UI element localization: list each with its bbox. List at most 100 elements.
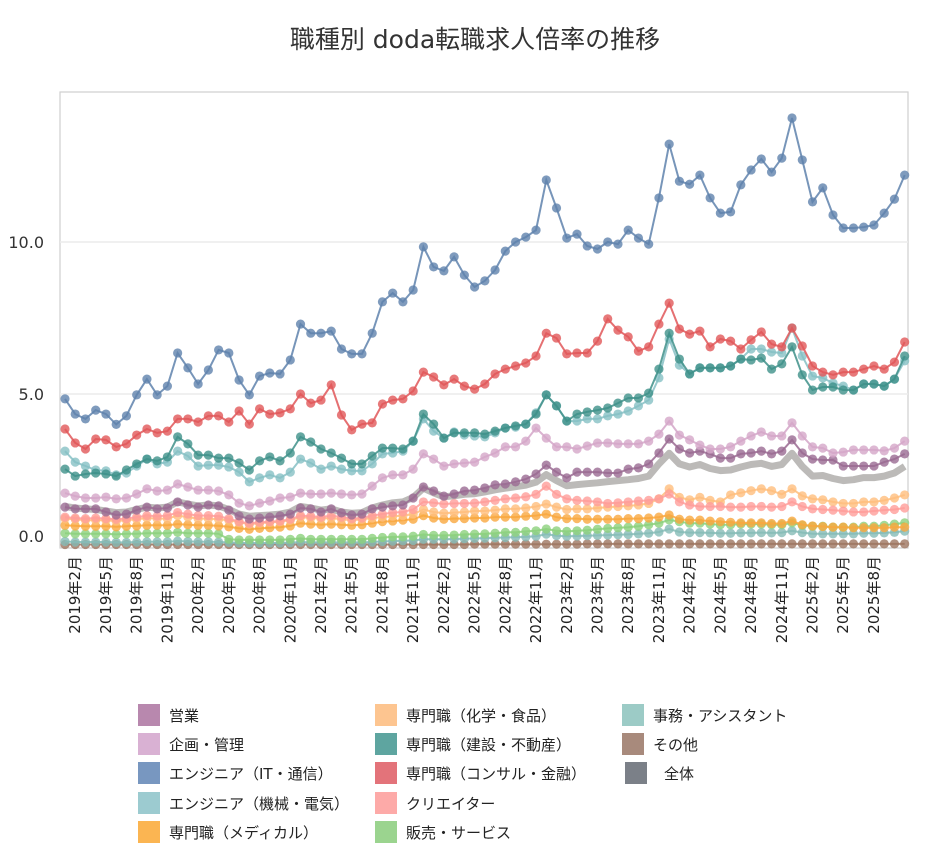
data-point [603,523,613,533]
data-point [490,265,500,275]
data-point [203,520,213,530]
data-point [439,433,449,443]
data-point [285,509,295,519]
legend-item[interactable]: 専門職（化学・食品） [375,703,556,727]
data-point [869,461,879,471]
legend-item[interactable]: 販売・サービス [375,820,511,844]
data-point [80,493,91,503]
legend-item[interactable]: エンジニア（IT・通信） [138,761,333,785]
legend-item[interactable]: 専門職（建設・不動産） [375,732,571,756]
x-tick-label: 2023年5月 [588,556,606,634]
data-point [480,529,490,539]
legend-item[interactable]: 営業 [138,703,199,727]
data-point [633,521,644,531]
data-point [756,518,766,528]
legend-item[interactable]: 専門職（メディカル） [138,820,318,844]
data-point [521,511,531,521]
data-point [418,449,428,459]
data-point [551,203,562,213]
data-point [244,419,254,429]
data-point [674,539,685,549]
data-point [541,328,551,338]
data-point [306,504,316,514]
data-point [408,504,418,515]
data-point [695,515,705,525]
data-point [398,394,408,404]
data-point [664,539,674,549]
legend-item[interactable]: クリエイター [375,791,495,815]
data-point [429,372,439,382]
legend-item[interactable]: 事務・アシスタント [622,703,787,727]
data-point [316,489,326,499]
data-point [459,381,469,391]
data-point [173,446,183,456]
data-point [705,528,715,538]
data-point [766,167,777,177]
x-tick-label: 2019年11月 [158,556,176,643]
legend-item[interactable]: その他 [622,732,698,756]
legend-swatch [375,733,397,755]
data-point [377,502,388,512]
data-point [80,461,91,471]
data-point [326,504,336,514]
data-point [429,419,439,429]
data-point [572,229,582,239]
legend-item[interactable]: エンジニア（機械・電気） [138,791,349,815]
data-point [449,489,459,499]
data-point [101,469,111,479]
data-point [562,416,572,426]
legend-item[interactable]: 企画・管理 [138,732,244,756]
data-point [142,510,152,521]
data-point [705,516,715,526]
data-point [449,530,459,540]
data-point [756,539,766,549]
data-point [613,398,623,408]
x-tick-label: 2024年11月 [773,556,791,643]
data-point [183,363,193,373]
x-tick-label: 2024年2月 [681,556,699,634]
data-point [418,529,428,540]
data-point [377,532,388,543]
data-point [746,486,756,496]
data-point [777,359,787,369]
data-point [500,246,510,256]
data-point [254,473,265,483]
data-point [797,491,807,501]
data-point [336,410,347,420]
data-point [848,507,859,517]
data-point [193,485,203,495]
data-point [838,385,848,395]
data-point [275,456,285,466]
data-point [429,262,439,272]
data-point [592,514,603,524]
data-point [777,501,787,512]
data-point [521,358,531,368]
data-point [60,394,70,404]
data-point [900,351,910,361]
legend-item[interactable]: 全体 [625,761,694,785]
data-point [357,489,367,499]
data-point [316,534,326,544]
data-point [777,342,787,352]
data-point [838,461,848,471]
data-point [470,384,480,394]
data-point [275,408,285,418]
data-point [152,486,162,496]
data-point [664,416,674,426]
legend-item[interactable]: 専門職（コンサル・金融） [375,761,586,785]
data-point [644,495,654,505]
data-point [633,514,644,524]
data-point [889,443,900,453]
data-point [603,468,613,478]
x-tick-label: 2021年11月 [404,556,422,643]
data-point [173,536,183,546]
data-point [695,440,705,450]
data-point [603,539,613,549]
legend-label: 専門職（建設・不動産） [406,735,572,754]
data-point [449,498,459,509]
data-point [316,328,326,338]
data-point [234,375,244,385]
x-tick-label: 2020年2月 [189,556,207,634]
data-point [459,514,469,524]
